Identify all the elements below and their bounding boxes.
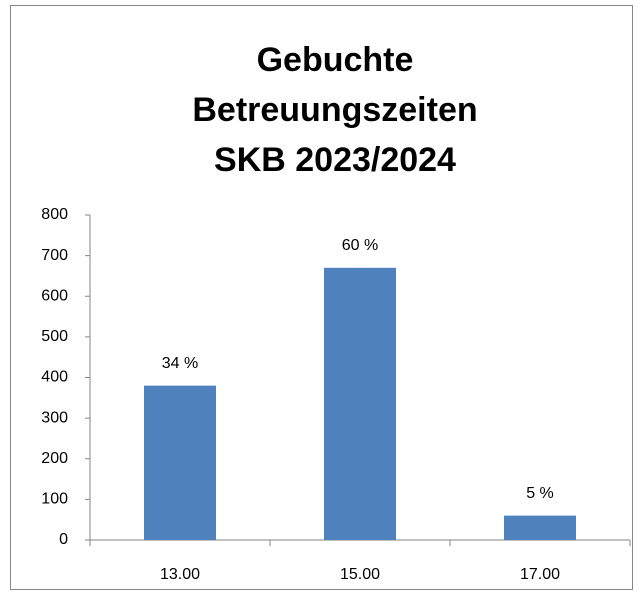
chart-title: Betreuungszeiten: [192, 91, 477, 129]
y-tick-label: 200: [41, 450, 68, 467]
data-label: 5 %: [526, 485, 554, 502]
bar: [144, 385, 216, 540]
chart-frame: [10, 5, 633, 590]
chart-title: SKB 2023/2024: [214, 141, 456, 179]
y-tick-label: 800: [41, 206, 68, 223]
x-tick-label: 13.00: [160, 566, 200, 583]
x-tick-label: 17.00: [520, 566, 560, 583]
y-tick-label: 500: [41, 328, 68, 345]
y-tick-label: 400: [41, 369, 68, 386]
data-label: 34 %: [162, 355, 198, 372]
bar: [504, 515, 576, 540]
y-tick-label: 600: [41, 287, 68, 304]
y-tick-label: 0: [59, 531, 68, 548]
y-tick-label: 100: [41, 491, 68, 508]
bar: [324, 267, 396, 540]
y-tick-label: 700: [41, 247, 68, 264]
x-tick-label: 15.00: [340, 566, 380, 583]
y-tick-label: 300: [41, 409, 68, 426]
data-label: 60 %: [342, 237, 378, 254]
chart-title: Gebuchte: [257, 41, 414, 79]
